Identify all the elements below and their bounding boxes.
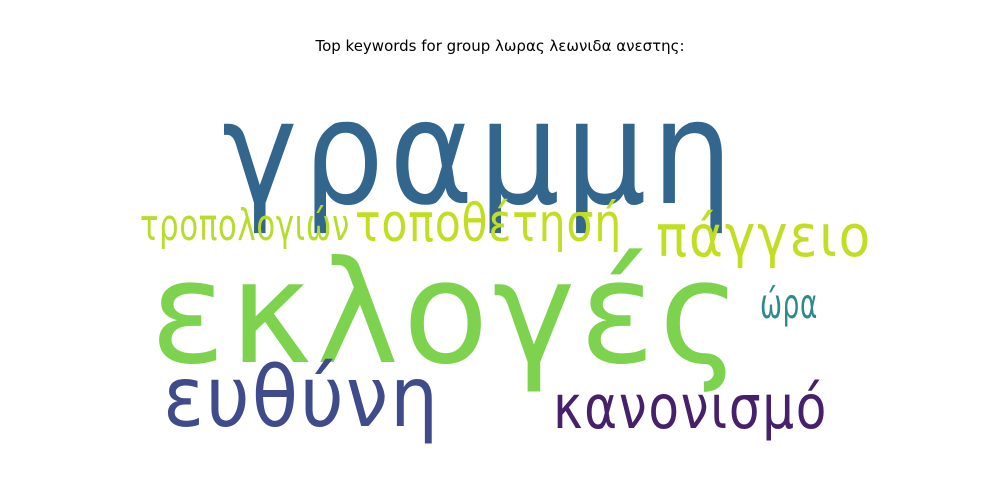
word-5: τοποθέτησή	[355, 194, 622, 254]
word-3: κανονισμό	[553, 372, 828, 443]
word-0: γραμμη	[222, 69, 738, 238]
word-4: πάγγειο	[656, 202, 872, 270]
word-7: ώρα	[760, 280, 818, 328]
word-2: ευθύνη	[163, 348, 440, 446]
word-1: εκλογές	[150, 230, 745, 396]
word-6: τροπολογιών	[140, 201, 350, 251]
chart-title: Top keywords for group λωρας λεωνιδα ανε…	[315, 37, 685, 55]
